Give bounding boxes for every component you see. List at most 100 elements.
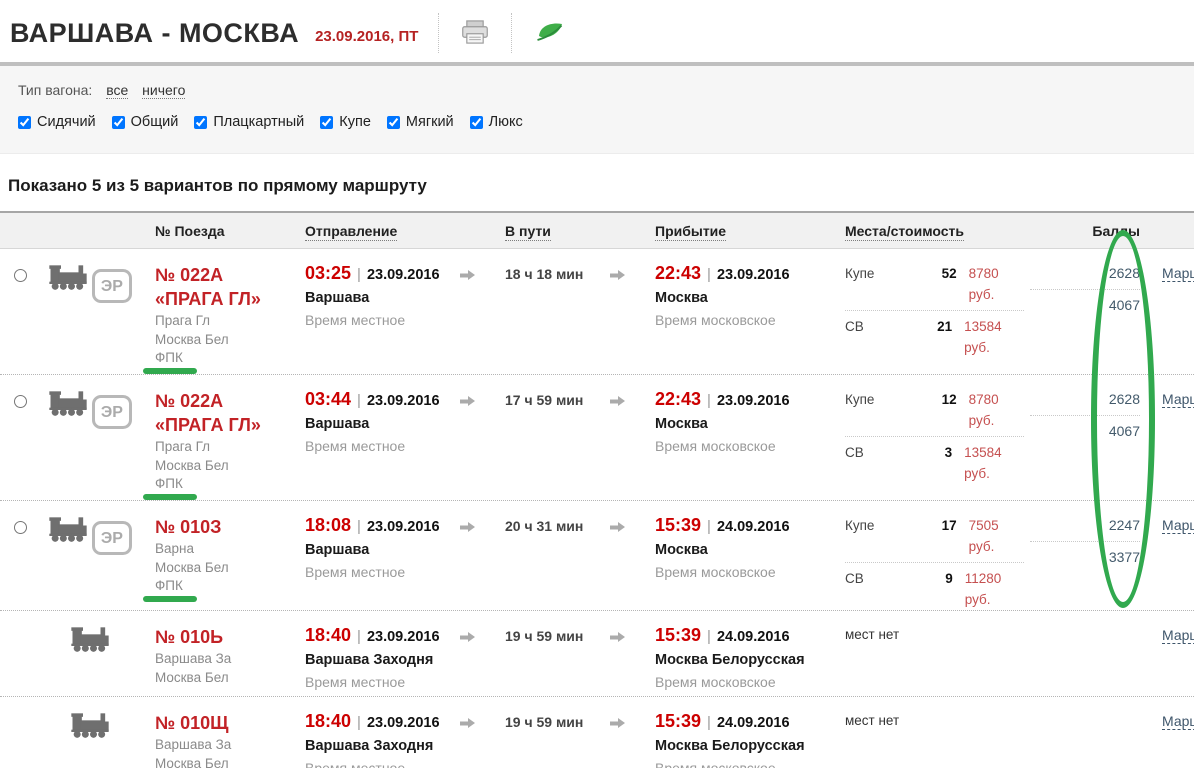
route-destination: Москва Бел	[155, 756, 229, 768]
arrow-right-icon	[459, 269, 476, 285]
points-cell: 2628 4067	[1030, 389, 1140, 500]
points-value: 3377	[1108, 549, 1140, 565]
no-seats-label: мест нет	[845, 627, 900, 642]
checkbox-platzkart-input[interactable]	[194, 115, 208, 129]
points-cell	[1030, 625, 1140, 696]
annotation-underline	[143, 494, 197, 500]
seat-class-row[interactable]: СВ 21 13584 руб.	[845, 319, 1002, 355]
departure-cell: 03:44 | 23.09.2016 Варшава Время местное	[305, 389, 440, 454]
route-origin: Прага Гл	[155, 439, 211, 454]
train-select-radio[interactable]	[13, 521, 27, 534]
page-header: ВАРШАВА - МОСКВА 23.09.2016, ПТ	[0, 0, 1194, 62]
arrow-right-icon	[609, 631, 626, 647]
seat-class-row[interactable]: СВ 9 11280 руб.	[845, 571, 1002, 607]
points-cell: 2628 4067	[1030, 263, 1140, 374]
train-icon	[48, 265, 92, 294]
seat-class-row[interactable]: Купе 12 8780 руб.	[845, 389, 1024, 437]
train-row: ЭР № 022А «ПРАГА ГЛ» Прага Гл Москва Бел…	[0, 249, 1194, 375]
departure-cell: 18:40 | 23.09.2016 Варшава Заходня Время м…	[305, 711, 440, 768]
checkbox-soft-input[interactable]	[386, 115, 400, 129]
route-link[interactable]: Маршрут	[1162, 265, 1194, 282]
points-cell: 2247 3377	[1030, 515, 1140, 610]
train-icon	[48, 517, 92, 546]
col-header-seats-price[interactable]: Места/стоимость	[845, 223, 964, 241]
route-destination: Москва Бел	[155, 560, 229, 575]
checkbox-coupe-input[interactable]	[320, 115, 334, 129]
search-date: 23.09.2016, ПТ	[315, 27, 419, 45]
checkbox-sitting[interactable]: Сидячий	[18, 114, 96, 130]
checkbox-sitting-input[interactable]	[18, 115, 31, 129]
train-row: № 010Ь Варшава За Москва Бел 18:40 | 23.09…	[0, 611, 1194, 697]
carrier-label: ФПК	[143, 349, 290, 374]
col-header-arrival[interactable]: Прибытие	[655, 223, 727, 241]
train-icon	[48, 391, 92, 420]
train-number-link[interactable]: № 010З	[155, 517, 222, 537]
checkbox-lux[interactable]: Люкс	[469, 114, 523, 130]
points-value: 2628	[1030, 263, 1140, 290]
points-value: 4067	[1108, 423, 1140, 439]
train-name: «ПРАГА ГЛ»	[155, 415, 261, 435]
eco-leaf-icon	[534, 23, 566, 48]
train-number-link[interactable]: № 010Щ	[155, 713, 229, 733]
route-origin: Варшава За	[155, 737, 232, 752]
checkbox-common[interactable]: Общий	[111, 114, 178, 130]
train-icon	[70, 713, 110, 742]
annotation-underline	[143, 596, 197, 602]
col-header-train-number: № Поезда	[155, 223, 225, 239]
results-count-heading: Показано 5 из 5 вариантов по прямому мар…	[8, 176, 427, 195]
duration-cell: 19 ч 59 мин	[505, 714, 584, 730]
train-number-link[interactable]: № 010Ь	[155, 627, 224, 647]
checkbox-common-input[interactable]	[111, 115, 125, 129]
filter-panel: Тип вагона: все ничего Сидячий Общий Пла…	[0, 62, 1194, 154]
seats-price-cell: Купе 12 8780 руб. СВ 3 13584 руб.	[820, 389, 1030, 500]
seats-price-cell: Купе 52 8780 руб. СВ 21 13584 руб.	[820, 263, 1030, 374]
checkbox-soft[interactable]: Мягкий	[386, 114, 454, 130]
points-value: 2628	[1030, 389, 1140, 416]
select-all-link[interactable]: все	[106, 82, 129, 99]
carrier-label: ФПК	[143, 577, 290, 602]
route-destination: Москва Бел	[155, 670, 229, 685]
train-number-link[interactable]: № 022А	[155, 265, 224, 285]
route-link[interactable]: Маршрут	[1162, 391, 1194, 408]
train-select-radio[interactable]	[13, 269, 27, 282]
arrow-right-icon	[459, 395, 476, 411]
route-origin: Прага Гл	[155, 313, 211, 328]
arrival-cell: 15:39 | 24.09.2016 Москва Время московское	[655, 515, 790, 580]
arrow-right-icon	[459, 631, 476, 647]
checkbox-lux-input[interactable]	[469, 115, 483, 129]
train-row: ЭР № 010З Варна Москва Бел ФПК 18:08 | 23.…	[0, 501, 1194, 611]
col-header-duration[interactable]: В пути	[505, 223, 551, 241]
train-row: ЭР № 022А «ПРАГА ГЛ» Прага Гл Москва Бел…	[0, 375, 1194, 501]
duration-cell: 18 ч 18 мин	[505, 266, 584, 282]
arrow-right-icon	[609, 269, 626, 285]
seat-class-row[interactable]: СВ 3 13584 руб.	[845, 445, 1002, 481]
arrow-right-icon	[609, 717, 626, 733]
points-cell	[1030, 711, 1140, 768]
eco-button[interactable]	[532, 17, 568, 50]
arrival-cell: 22:43 | 23.09.2016 Москва Время московское	[655, 263, 790, 328]
route-link[interactable]: Маршрут	[1162, 713, 1194, 730]
train-number-link[interactable]: № 022А	[155, 391, 224, 411]
er-registration-badge: ЭР	[91, 521, 132, 555]
route-origin: Варшава За	[155, 651, 232, 666]
checkbox-coupe[interactable]: Купе	[320, 114, 371, 130]
seat-class-row[interactable]: Купе 52 8780 руб.	[845, 263, 1024, 311]
print-button[interactable]	[459, 18, 491, 49]
er-registration-badge: ЭР	[91, 395, 132, 429]
departure-cell: 03:25 | 23.09.2016 Варшава Время местное	[305, 263, 440, 328]
route-origin: Варна	[155, 541, 194, 556]
train-name: «ПРАГА ГЛ»	[155, 289, 261, 309]
annotation-underline	[143, 368, 197, 374]
route-destination: Москва Бел	[155, 332, 229, 347]
train-select-radio[interactable]	[13, 395, 27, 408]
route-link[interactable]: Маршрут	[1162, 517, 1194, 534]
departure-cell: 18:08 | 23.09.2016 Варшава Время местное	[305, 515, 440, 580]
select-none-link[interactable]: ничего	[142, 82, 186, 99]
duration-cell: 17 ч 59 мин	[505, 392, 584, 408]
checkbox-platzkart[interactable]: Плацкартный	[194, 114, 304, 130]
seats-price-cell: мест нет	[820, 625, 1030, 696]
route-link[interactable]: Маршрут	[1162, 627, 1194, 644]
seat-class-row[interactable]: Купе 17 7505 руб.	[845, 515, 1024, 563]
col-header-departure[interactable]: Отправление	[305, 223, 398, 241]
printer-icon	[461, 19, 489, 47]
